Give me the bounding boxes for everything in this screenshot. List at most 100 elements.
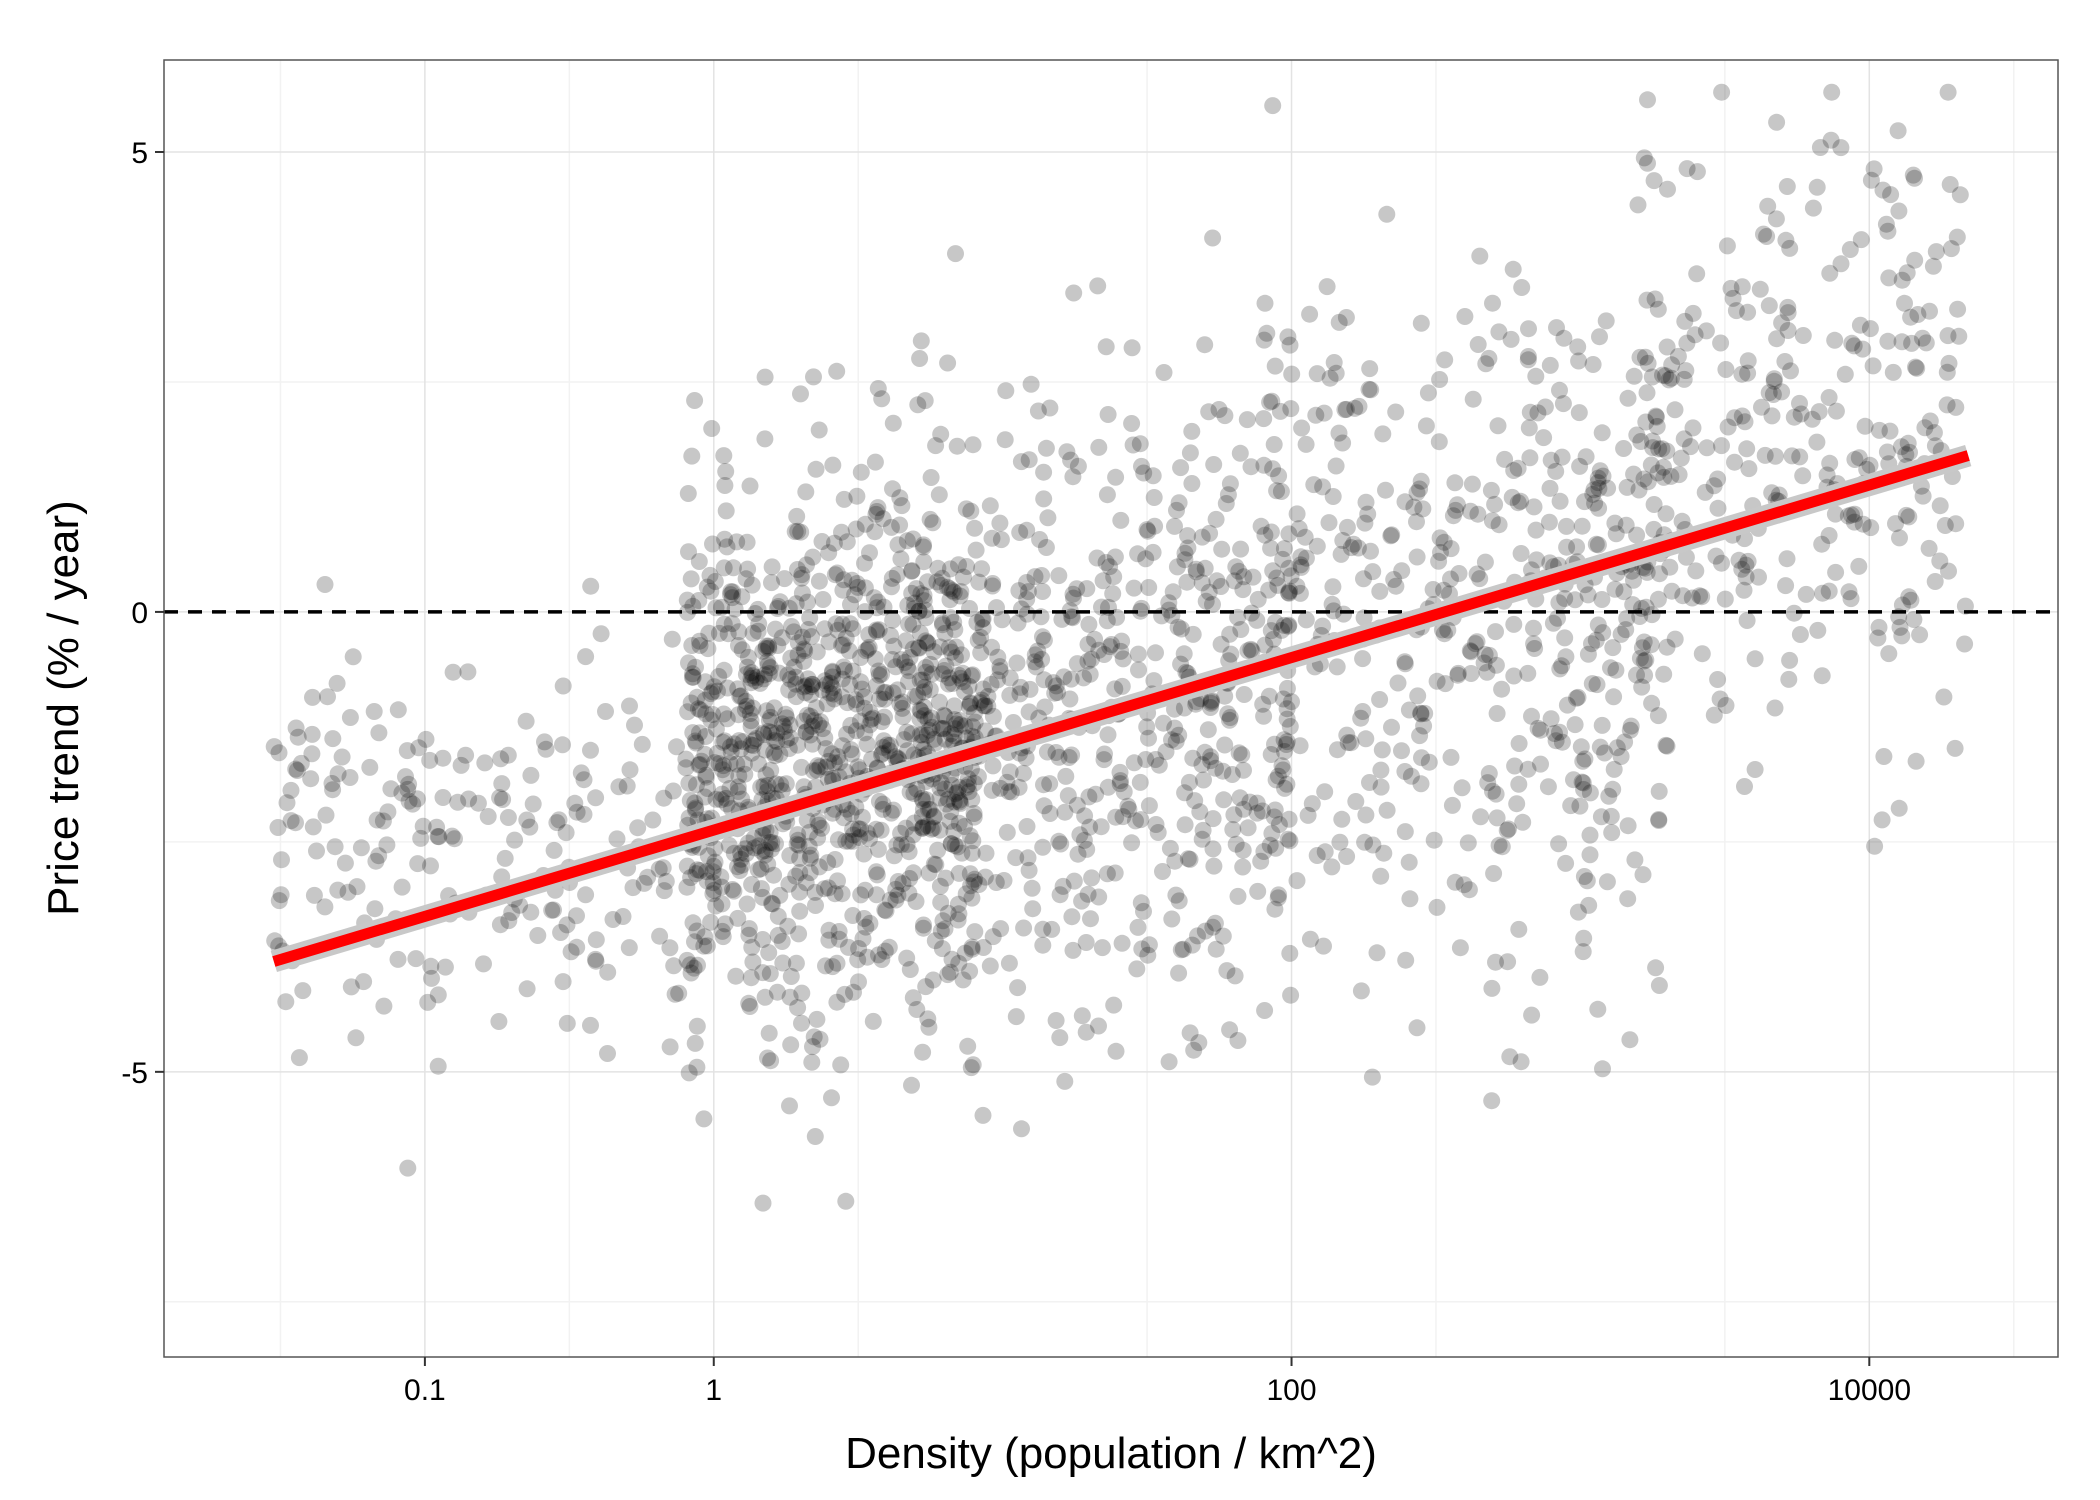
data-point: [562, 943, 580, 961]
data-point: [717, 789, 735, 807]
data-point: [685, 959, 703, 977]
data-point: [1012, 678, 1030, 696]
data-point: [912, 585, 930, 603]
data-point: [1334, 434, 1352, 452]
data-point: [942, 609, 960, 627]
data-point: [1261, 393, 1279, 411]
data-point: [713, 922, 731, 940]
data-point: [1187, 560, 1205, 578]
data-point: [1510, 735, 1528, 752]
data-point: [721, 738, 739, 756]
data-point: [1139, 946, 1157, 964]
data-point: [1210, 401, 1228, 418]
data-point: [1781, 239, 1799, 257]
data-point: [1485, 865, 1503, 882]
data-point: [1278, 700, 1296, 718]
data-point: [870, 662, 888, 680]
data-point: [1400, 853, 1418, 871]
data-point: [1566, 716, 1584, 734]
data-point: [861, 544, 878, 562]
data-point: [682, 694, 700, 712]
data-point: [1052, 835, 1070, 853]
data-point: [833, 670, 851, 688]
data-point: [1596, 744, 1614, 762]
data-point: [696, 788, 714, 806]
data-point: [1658, 737, 1676, 755]
data-point: [1648, 418, 1666, 435]
data-point: [1519, 760, 1537, 778]
data-point: [1777, 231, 1795, 249]
data-point: [1062, 670, 1080, 688]
data-point: [568, 938, 586, 956]
data-point: [1174, 940, 1192, 958]
data-point: [1655, 458, 1672, 476]
data-point: [690, 553, 708, 570]
data-point: [773, 933, 791, 950]
data-point: [781, 988, 799, 1006]
data-point: [1503, 488, 1521, 506]
data-point: [1554, 395, 1572, 413]
data-point: [1532, 721, 1550, 739]
data-point: [1256, 294, 1274, 312]
data-point: [577, 648, 595, 666]
data-point: [1558, 696, 1576, 714]
data-point: [919, 711, 937, 729]
data-point: [1080, 788, 1098, 806]
data-point: [651, 927, 669, 945]
data-point: [939, 354, 957, 372]
data-point: [979, 688, 997, 705]
data-point: [915, 741, 933, 758]
data-point: [927, 856, 945, 874]
data-point: [1557, 517, 1575, 535]
data-point: [687, 865, 705, 883]
data-point: [1673, 512, 1691, 530]
data-point: [803, 628, 820, 646]
data-point: [1531, 968, 1549, 986]
data-point: [1073, 1007, 1091, 1025]
data-point: [436, 958, 454, 976]
data-point: [688, 922, 706, 940]
data-point: [292, 754, 310, 772]
data-point: [1666, 630, 1684, 648]
data-point: [864, 1012, 882, 1030]
data-point: [1553, 657, 1571, 675]
data-point: [1625, 571, 1642, 589]
data-point: [736, 701, 754, 719]
data-point: [1186, 792, 1204, 810]
data-point: [339, 883, 357, 901]
data-point: [951, 712, 969, 729]
data-point: [1776, 353, 1794, 370]
data-point: [1393, 562, 1411, 580]
data-point: [823, 745, 841, 763]
data-point: [1227, 558, 1245, 576]
data-point: [1412, 314, 1430, 332]
data-point: [845, 826, 862, 844]
data-point: [818, 676, 835, 693]
data-point: [842, 805, 860, 822]
data-point: [661, 939, 679, 957]
data-point: [963, 938, 981, 956]
data-point: [696, 745, 714, 763]
data-point: [1573, 773, 1591, 791]
data-point: [688, 1058, 706, 1076]
data-point: [302, 770, 320, 788]
data-point: [991, 662, 1009, 680]
data-point: [943, 950, 961, 968]
data-point: [1649, 590, 1667, 608]
data-point: [341, 769, 359, 786]
data-point: [1282, 400, 1300, 418]
data-point: [1588, 676, 1606, 694]
data-point: [752, 880, 770, 898]
data-point: [934, 720, 952, 738]
data-point: [1009, 614, 1027, 632]
data-point: [1363, 1068, 1381, 1086]
data-point: [833, 688, 851, 706]
data-point: [1921, 302, 1938, 320]
data-point: [1043, 920, 1061, 938]
data-point: [738, 697, 756, 715]
data-point: [847, 691, 865, 709]
data-point: [1466, 635, 1484, 653]
data-point: [1821, 264, 1839, 282]
data-point: [836, 661, 854, 679]
data-point: [266, 932, 284, 950]
